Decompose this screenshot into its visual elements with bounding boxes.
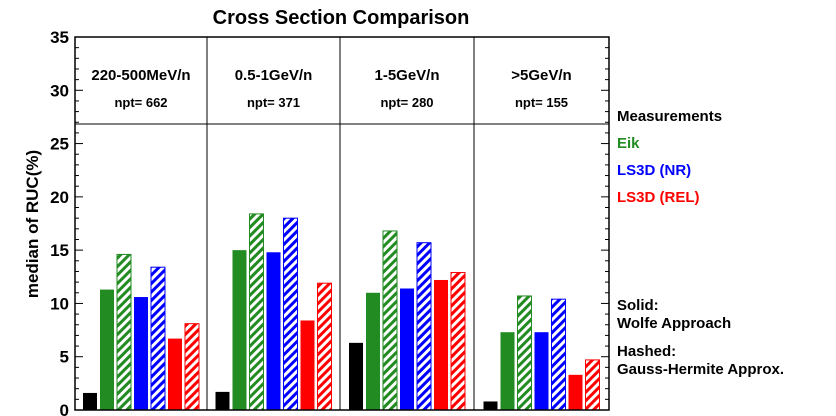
y-tick-label: 20 <box>50 188 69 207</box>
panel-labels: 220-500MeV/n npt= 662 0.5-1GeV/n npt= 371 1-… <box>91 67 571 110</box>
bar-4-ls3d-nr-solid <box>534 332 549 410</box>
y-tick-label: 10 <box>50 294 69 313</box>
bar-3-ls3d-rel-solid <box>434 279 448 410</box>
bar-1-eik-hashed <box>116 253 132 411</box>
bar-3-ls3d-nr-solid <box>400 288 414 410</box>
bar-4-ls3d-rel-hashed <box>585 359 600 411</box>
y-tick-label: 0 <box>60 401 69 416</box>
bar-2-eik-solid <box>232 250 247 410</box>
panel-npt-2: npt= 371 <box>247 95 300 110</box>
bar-3-measurements <box>349 342 363 410</box>
bar-3-eik-solid <box>366 292 380 410</box>
panel-label-1: 220-500MeV/n <box>91 67 190 84</box>
bar-1-measurements <box>83 392 97 410</box>
bar-2-ls3d-rel-hashed <box>317 282 332 411</box>
bar-2-ls3d-rel-solid <box>300 320 315 410</box>
bar-1-ls3d-rel-hashed <box>184 323 200 411</box>
bar-4-eik-hashed <box>517 295 532 411</box>
legend-eik: Eik <box>617 135 640 152</box>
bar-4-measurements <box>483 401 498 410</box>
panel-label-2: 0.5-1GeV/n <box>235 67 313 84</box>
legend-solid-title: Solid: <box>617 297 659 314</box>
legend-measurements: Measurements <box>617 108 722 125</box>
legend-hashed-desc: Gauss-Hermite Approx. <box>617 361 784 378</box>
bar-4-eik-solid <box>500 332 515 410</box>
bar-4-ls3d-nr-hashed <box>551 298 566 411</box>
bar-3-ls3d-nr-hashed <box>416 242 432 411</box>
y-tick-label: 15 <box>50 241 69 260</box>
bar-2-measurements <box>215 391 230 410</box>
bar-1-eik-solid <box>100 289 114 410</box>
bar-1-ls3d-rel-solid <box>168 338 182 410</box>
bar-1-ls3d-nr-solid <box>134 297 148 410</box>
legend-solid-desc: Wolfe Approach <box>617 315 731 332</box>
bar-2-ls3d-nr-solid <box>266 252 281 410</box>
legend-ls3d-nr: LS3D (NR) <box>617 162 691 179</box>
panel-label-4: >5GeV/n <box>511 67 571 84</box>
plot-border <box>74 36 610 411</box>
bars-group <box>83 213 600 411</box>
bar-2-ls3d-nr-hashed <box>283 217 298 411</box>
legend-ls3d-rel: LS3D (REL) <box>617 189 700 206</box>
y-tick-label: 35 <box>50 28 69 47</box>
bar-2-eik-hashed <box>249 213 264 411</box>
panel-label-3: 1-5GeV/n <box>374 67 439 84</box>
bar-4-ls3d-rel-solid <box>568 374 583 410</box>
panel-npt-3: npt= 280 <box>380 95 433 110</box>
y-axis: 0 5 10 15 20 25 30 35 <box>50 28 609 416</box>
bar-1-ls3d-nr-hashed <box>150 266 166 411</box>
legend: Measurements Eik LS3D (NR) LS3D (REL) So… <box>617 108 784 378</box>
y-tick-label: 25 <box>50 135 69 154</box>
chart-title: Cross Section Comparison <box>213 7 470 29</box>
panel-npt-4: npt= 155 <box>515 95 568 110</box>
bar-3-eik-hashed <box>382 230 398 411</box>
y-tick-label: 30 <box>50 81 69 100</box>
y-axis-label: median of RUC(%) <box>23 150 42 298</box>
legend-hashed-title: Hashed: <box>617 343 676 360</box>
panel-npt-1: npt= 662 <box>114 95 167 110</box>
plot-frame <box>74 36 610 411</box>
y-tick-label: 5 <box>60 348 69 367</box>
bar-3-ls3d-rel-hashed <box>450 272 466 411</box>
